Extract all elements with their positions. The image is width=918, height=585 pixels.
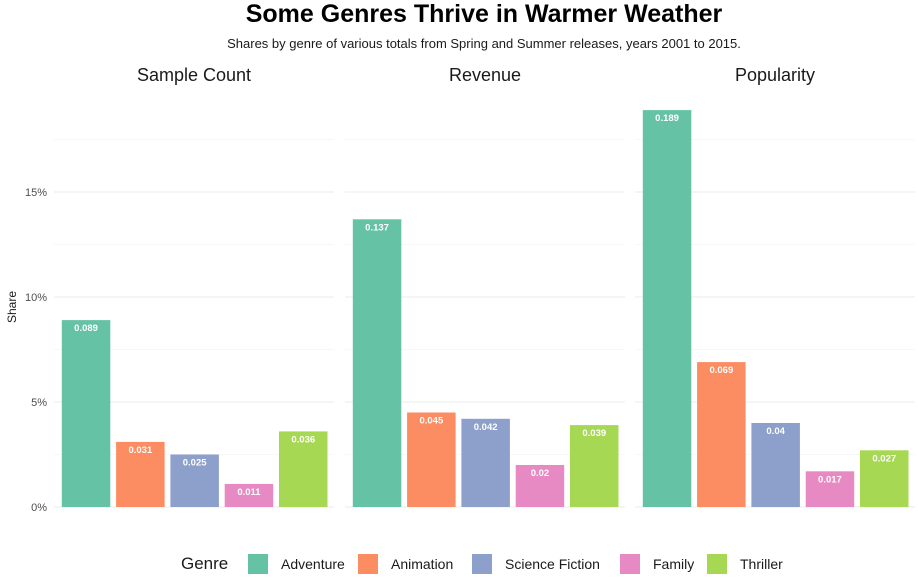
bar-value-label: 0.02 — [531, 468, 550, 479]
bar-animation — [407, 412, 456, 507]
legend-label: Thriller — [740, 556, 783, 572]
bar-value-label: 0.031 — [128, 445, 152, 456]
bar-value-label: 0.039 — [582, 428, 606, 439]
panel-title: Revenue — [449, 65, 521, 85]
y-tick-label: 5% — [31, 397, 47, 409]
bar-thriller — [860, 450, 909, 507]
panel-revenue: Revenue 0.137 0.045 0.042 0.02 0.039 — [345, 65, 625, 508]
legend-title: Genre — [181, 554, 228, 573]
bar-value-label: 0.025 — [183, 458, 207, 469]
panel-title: Popularity — [735, 65, 815, 85]
y-tick-label: 15% — [25, 187, 47, 199]
bar-value-label: 0.036 — [291, 434, 315, 445]
legend-key-adventure — [248, 554, 268, 574]
bar-science-fiction — [170, 454, 219, 507]
bar-family — [515, 465, 565, 507]
legend-key-science-fiction — [472, 554, 492, 574]
chart-title: Some Genres Thrive in Warmer Weather — [246, 0, 723, 28]
bar-thriller — [570, 425, 619, 507]
legend-key-animation — [358, 554, 378, 574]
y-axis-label: Share — [5, 291, 19, 323]
bar-thriller — [279, 431, 328, 507]
bar-value-label: 0.045 — [419, 416, 443, 427]
y-tick-label: 0% — [31, 502, 47, 514]
bar-family — [224, 483, 274, 507]
bar-animation — [116, 441, 165, 507]
bar-value-label: 0.017 — [818, 474, 842, 485]
plot-area: Sample Count 0.089 0.031 0.025 0.011 0.036 Rev… — [25, 65, 915, 514]
panel-popularity: Popularity 0.189 0.069 0.04 0.017 0.027 — [635, 65, 915, 508]
bar-value-label: 0.04 — [766, 426, 785, 437]
bar-adventure — [642, 110, 692, 507]
legend-key-family — [620, 554, 640, 574]
legend: Genre Adventure Animation Science Fiction F… — [181, 554, 783, 574]
bar-value-label: 0.137 — [365, 222, 389, 233]
bar-adventure — [352, 219, 402, 508]
bar-value-label: 0.189 — [655, 113, 679, 124]
bar-value-label: 0.011 — [237, 487, 261, 498]
bar-animation — [697, 362, 746, 507]
bar-science-fiction — [461, 418, 510, 507]
legend-label: Science Fiction — [505, 556, 600, 572]
panel-sample-count: Sample Count 0.089 0.031 0.025 0.011 0.036 — [54, 65, 334, 508]
bar-value-label: 0.042 — [474, 422, 498, 433]
legend-label: Family — [653, 556, 694, 572]
legend-key-thriller — [707, 554, 727, 574]
panel-title: Sample Count — [137, 65, 251, 85]
legend-label: Adventure — [281, 556, 345, 572]
chart-subtitle: Shares by genre of various totals from S… — [227, 36, 741, 51]
bar-value-label: 0.027 — [872, 453, 896, 464]
bar-value-label: 0.089 — [74, 323, 98, 334]
bar-science-fiction — [751, 423, 800, 507]
y-tick-label: 10% — [25, 292, 47, 304]
bar-family — [805, 471, 855, 507]
bar-value-label: 0.069 — [709, 365, 733, 376]
legend-label: Animation — [391, 556, 453, 572]
bar-adventure — [61, 320, 111, 507]
